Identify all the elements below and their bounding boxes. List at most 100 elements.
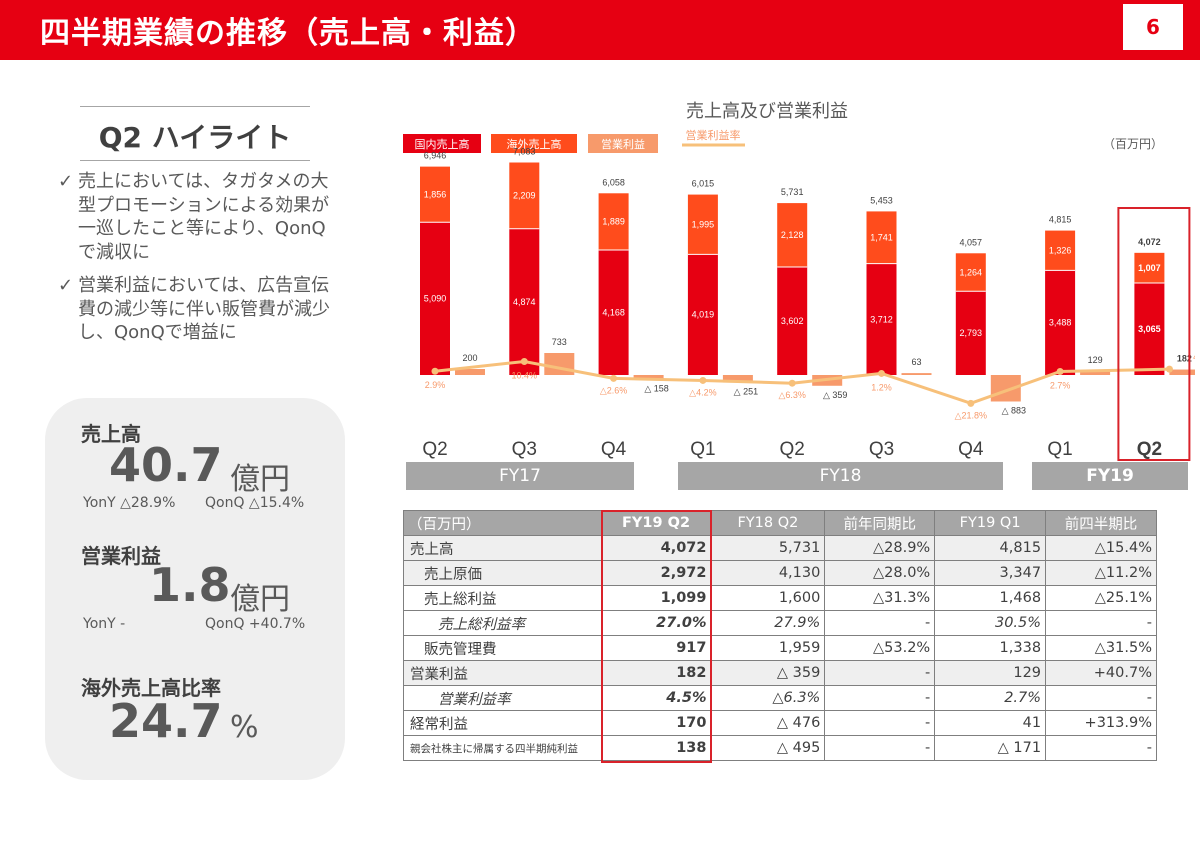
margin-point — [788, 379, 796, 387]
bar-domestic — [1045, 270, 1076, 375]
label-overseas: 1,007 — [1138, 263, 1161, 273]
table-cell: - — [824, 660, 936, 686]
table-cell: 5,731 — [710, 535, 826, 561]
bar-overseas — [1045, 230, 1076, 271]
table-cell: 1,338 — [934, 635, 1047, 661]
label-operating-profit: △ 251 — [734, 387, 758, 397]
bar-overseas — [1134, 252, 1165, 284]
label-domestic: 4,874 — [513, 297, 536, 307]
margin-point — [878, 369, 885, 377]
table-header-cell: 前四半期比 — [1045, 510, 1157, 536]
table-row-label: 売上高 — [403, 535, 602, 561]
table-header-cell: FY19 Q2 — [600, 510, 712, 536]
label-margin: 10.4% — [512, 370, 538, 380]
bar-operating-profit — [544, 353, 575, 375]
table-cell: 182 — [600, 660, 712, 686]
label-total: 4,072 — [1138, 237, 1161, 247]
table-row-label: 売上総利益率 — [403, 610, 602, 636]
label-margin: △4.2% — [689, 387, 716, 397]
table-cell: 4,815 — [934, 535, 1047, 561]
label-operating-profit: △ 883 — [1002, 405, 1026, 415]
label-margin: 4.5% — [1193, 352, 1195, 362]
header-bar: 四半期業績の推移（売上高・利益） 6 — [0, 0, 1200, 60]
bar-domestic — [509, 228, 540, 375]
table-cell: - — [1045, 610, 1157, 636]
bar-domestic — [955, 291, 986, 375]
table-cell: △28.9% — [824, 535, 936, 561]
label-overseas: 1,856 — [424, 189, 447, 199]
table-cell: △6.3% — [710, 685, 826, 711]
table-cell: - — [824, 735, 936, 761]
table-cell: - — [1045, 735, 1157, 761]
label-total: 6,058 — [602, 177, 625, 187]
table-cell: △ 476 — [710, 710, 826, 736]
highlight-bullet-2: ✓ 営業利益においては、広告宣伝費の減少等に伴い販管費が減少し、QonQで増益に — [58, 274, 343, 345]
kpi-sales-value: 40.7 — [109, 438, 223, 492]
bar-operating-profit — [1080, 371, 1111, 375]
table-header-cell: （百万円） — [403, 510, 602, 536]
check-icon: ✓ — [58, 171, 74, 192]
table-cell: △31.3% — [824, 585, 936, 611]
category-label: Q4 — [958, 439, 984, 460]
highlight-frame — [1117, 207, 1191, 461]
label-operating-profit: 63 — [911, 357, 921, 367]
label-operating-profit: △ 359 — [823, 390, 847, 400]
category-label: Q2 — [1137, 439, 1162, 460]
label-overseas: 2,128 — [781, 230, 804, 240]
bar-domestic — [866, 263, 897, 375]
table-row: 売上総利益 1,099 1,600 △31.3% 1,468 △25.1% — [403, 585, 1157, 611]
table-cell: △ 359 — [710, 660, 826, 686]
table-cell: △28.0% — [824, 560, 936, 586]
legend-margin-label: 営業利益率 — [686, 128, 741, 142]
label-domestic: 3,602 — [781, 316, 804, 326]
table-cell: - — [824, 710, 936, 736]
table-row-label: 営業利益 — [403, 660, 602, 686]
legend-overseas-swatch — [491, 134, 577, 153]
label-total: 5,453 — [870, 195, 893, 205]
table-row-label: 売上総利益 — [403, 585, 602, 611]
table-cell: 3,347 — [934, 560, 1047, 586]
highlight-title: Q2 ハイライト — [98, 121, 292, 154]
margin-point — [699, 376, 707, 384]
kpi-sales-yony: YonY △28.9% — [83, 495, 176, 511]
label-domestic: 3,488 — [1049, 318, 1072, 328]
bar-domestic — [777, 266, 808, 375]
bar-overseas — [777, 203, 808, 267]
margin-point — [967, 399, 975, 407]
kpi-op-unit: 億円 — [230, 582, 290, 617]
kpi-op-value: 1.8 — [149, 558, 231, 612]
category-label: Q3 — [512, 439, 537, 460]
legend-domestic-swatch — [403, 134, 481, 153]
table-row: 売上高 4,072 5,731 △28.9% 4,815 △15.4% — [403, 535, 1157, 561]
table-row-label: 経常利益 — [403, 710, 602, 736]
table-cell: 138 — [600, 735, 712, 761]
legend-operating-profit-label: 営業利益 — [601, 137, 645, 151]
label-margin: △6.3% — [778, 390, 805, 400]
kpi-sales-label: 売上高 — [81, 422, 141, 446]
table-row-label: 販売管理費 — [403, 635, 602, 661]
table-row-label: 売上原価 — [403, 560, 602, 586]
label-domestic: 4,019 — [692, 310, 715, 320]
bar-domestic — [1134, 283, 1165, 375]
table-cell: +40.7% — [1045, 660, 1157, 686]
table-cell: △11.2% — [1045, 560, 1157, 586]
table-row: 売上総利益率 27.0% 27.9% -30.5% - — [403, 610, 1157, 636]
table-cell: △ 495 — [710, 735, 826, 761]
highlight-rule-top — [80, 106, 310, 107]
table-row: 営業利益 182 △ 359-129 +40.7% — [403, 660, 1157, 686]
table-cell: △31.5% — [1045, 635, 1157, 661]
kpi-op-qonq: QonQ +40.7% — [205, 616, 306, 632]
bar-operating-profit — [633, 375, 664, 380]
page-number: 6 — [1146, 15, 1160, 39]
kpi-sales-qonq: QonQ △15.4% — [205, 495, 305, 511]
table-cell: - — [824, 685, 936, 711]
category-label: Q1 — [690, 439, 715, 460]
category-label: Q4 — [601, 439, 627, 460]
chart-title: 売上高及び営業利益 — [686, 101, 848, 121]
label-operating-profit: 182 — [1177, 354, 1192, 364]
bar-overseas — [598, 193, 629, 250]
table-cell: 27.0% — [600, 610, 712, 636]
table-cell: 1,959 — [710, 635, 826, 661]
label-overseas: 1,326 — [1049, 245, 1072, 255]
bar-overseas — [509, 162, 540, 229]
